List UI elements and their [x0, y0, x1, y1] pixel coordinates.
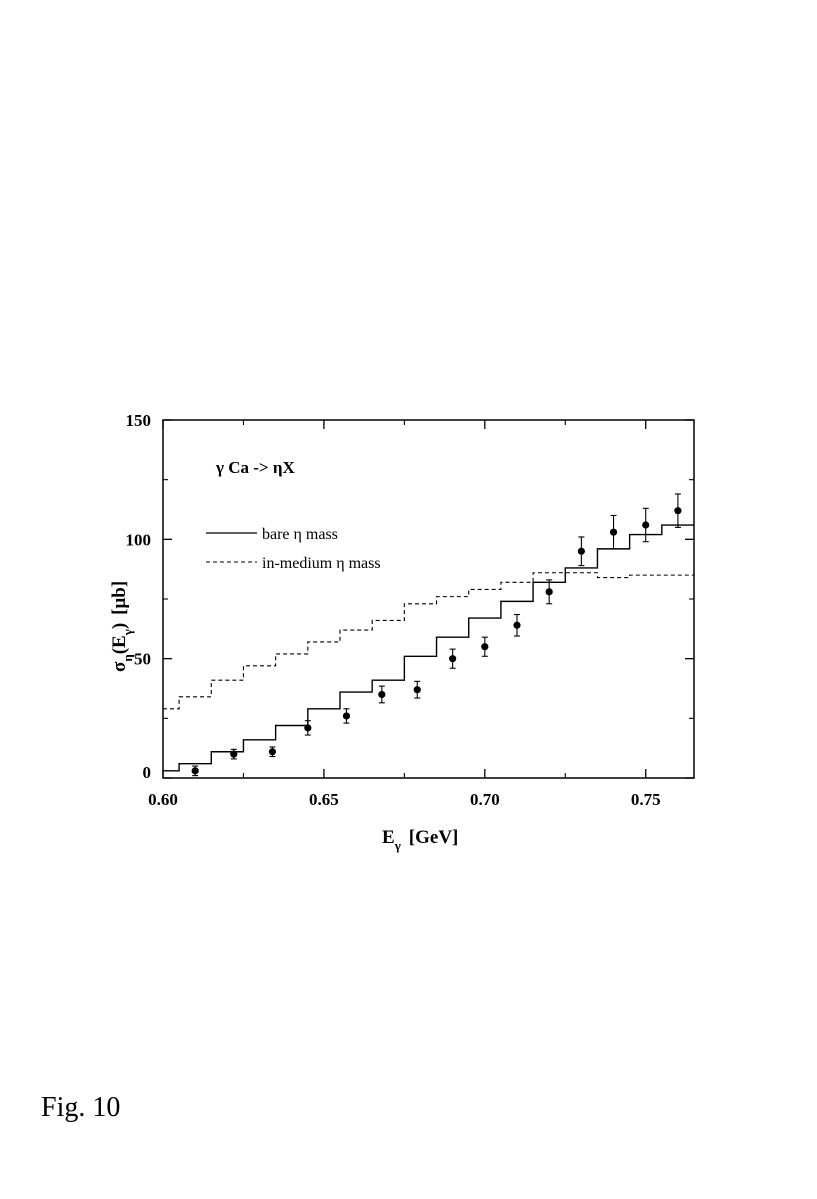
y-axis-symbol: σ [109, 661, 130, 672]
legend-label-bare: bare η mass [262, 526, 338, 543]
data-point [513, 621, 521, 629]
data-point [449, 655, 457, 663]
data-point [304, 724, 312, 732]
data-point [577, 547, 585, 555]
x-axis-unit: [GeV] [409, 827, 459, 848]
in-medium-eta-mass-line [163, 572, 694, 710]
data-point [674, 507, 682, 515]
legend: bare η mass in-medium η mass [206, 526, 381, 572]
data-points-layer [191, 493, 682, 777]
data-point [378, 690, 386, 699]
y-axis-subscript-gamma: γ [120, 629, 135, 636]
data-point [191, 767, 199, 775]
data-point [268, 748, 277, 756]
y-tick-label: 50 [134, 650, 151, 669]
series-layer [163, 524, 694, 772]
x-tick-label: 0.70 [470, 790, 500, 809]
reaction-annotation: γ Ca -> ηX [215, 458, 295, 477]
legend-label-in-medium: in-medium η mass [262, 555, 381, 572]
ticks-layer: 0.60 0.65 0.70 0.75 0 50 100 150 [126, 411, 694, 809]
x-axis-symbol: E [382, 827, 395, 848]
x-tick-label: 0.75 [631, 790, 661, 809]
data-point [413, 686, 421, 694]
y-axis-title: ση(Eγ) [μb] [109, 581, 135, 672]
data-point [342, 712, 351, 720]
x-tick-label: 0.60 [148, 790, 178, 809]
data-point [642, 521, 650, 529]
data-point [609, 528, 618, 536]
data-point [481, 643, 489, 651]
y-axis-paren-close: ) [109, 623, 130, 629]
x-tick-label: 0.65 [309, 790, 339, 809]
data-point [545, 588, 553, 596]
data-point [230, 750, 238, 758]
y-axis-subscript-eta: η [120, 654, 135, 661]
y-tick-label: 100 [126, 530, 152, 549]
y-axis-unit: [μb] [109, 581, 130, 615]
x-axis-subscript: γ [394, 838, 401, 853]
y-axis-paren-open: (E [109, 635, 130, 654]
bare-eta-mass-line [163, 524, 694, 772]
y-tick-label: 150 [126, 411, 152, 430]
y-tick-label: 0 [143, 763, 152, 782]
figure-caption: Fig. 10 [41, 1092, 121, 1123]
x-axis-title: Eγ [GeV] [382, 827, 458, 853]
